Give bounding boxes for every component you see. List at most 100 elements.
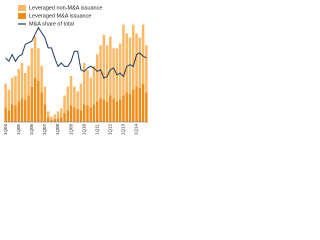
x-tick-label: 1Q12 [108,124,113,136]
bar [99,45,102,99]
bar [76,109,79,122]
x-tick-label: 1Q10 [81,124,86,136]
bar [82,104,86,122]
bar [92,104,96,122]
x-tick-label: 1Q14 [134,124,139,136]
bar [138,37,142,88]
bar [60,108,63,118]
bar [17,68,20,102]
bar [53,114,56,120]
legend-label: M&A share of total [29,21,74,27]
bar [112,98,115,122]
bar [14,105,17,122]
bar [79,110,83,122]
bar [7,110,11,122]
x-tick-label: 1Q06 [29,124,34,136]
bar [4,83,7,108]
bar [122,24,125,96]
bar [125,33,128,93]
bar [30,86,34,122]
bar [66,110,70,122]
bar [69,75,73,106]
legend-swatch [18,5,26,11]
bar [30,48,34,87]
bar [27,65,30,96]
bar [40,92,43,122]
line [5,26,147,79]
x-tick-label: 1Q04 [3,124,8,136]
bar [89,77,92,108]
bar [56,111,60,119]
legend: Leveraged non-M&A issuance Leveraged M&A … [18,5,102,27]
bar [69,105,73,122]
bar [109,95,112,122]
bar [128,93,132,122]
bar [60,117,63,122]
bar [86,105,89,122]
bar [63,113,66,122]
bar [102,99,106,122]
x-tick-label: 1Q13 [121,124,126,136]
bar [20,63,24,99]
bar [43,104,47,122]
bar [7,89,11,111]
bar [86,70,89,106]
bar [24,73,27,100]
bar [99,98,102,122]
bar [141,24,145,84]
bar [37,48,40,81]
x-tick-label: 1Q07 [42,124,47,136]
bar [105,45,109,102]
bar [132,24,135,90]
bar [33,77,37,122]
bar [4,107,7,122]
bar [56,118,60,122]
bar [10,104,14,122]
bar [17,101,20,122]
bar [109,36,112,96]
bar [112,48,115,99]
bar [138,87,142,122]
bar [33,36,37,78]
bar [102,34,106,100]
bar [135,86,138,122]
chart: 1Q04 1Q05 1Q06 1Q07 1Q08 1Q09 1Q10 1Q11 1Q12 1Q13… [0,0,150,150]
x-tick-label: 1Q05 [16,124,21,136]
bar [24,99,27,122]
bar [73,107,76,122]
bar [96,101,99,122]
bar [122,95,125,122]
bar [118,99,122,122]
x-tick-label: 1Q09 [68,124,73,136]
bar [76,91,79,110]
x-tick-label: 1Q08 [55,124,60,136]
bar [46,117,50,122]
bar [43,86,47,105]
bar [115,101,119,122]
bar [118,43,122,100]
bar [141,83,145,122]
bar [27,95,30,122]
bar [125,92,128,122]
bar [10,77,14,105]
bar [96,54,99,102]
bar [105,101,109,122]
legend-label: Leveraged M&A issuance [29,13,91,19]
bar [73,86,76,108]
bar [20,98,24,122]
bar [145,45,148,93]
bar [132,89,135,122]
legend-label: Leveraged non-M&A issuance [29,5,102,11]
bar [128,37,132,94]
bar [79,83,83,111]
legend-swatch [18,13,26,19]
bar [92,65,96,105]
bar [63,95,66,114]
bar [50,116,53,120]
bar [66,86,70,111]
bar [46,111,50,118]
bar [40,65,43,93]
bar [82,63,86,105]
bar [37,80,40,122]
bar [14,75,17,106]
